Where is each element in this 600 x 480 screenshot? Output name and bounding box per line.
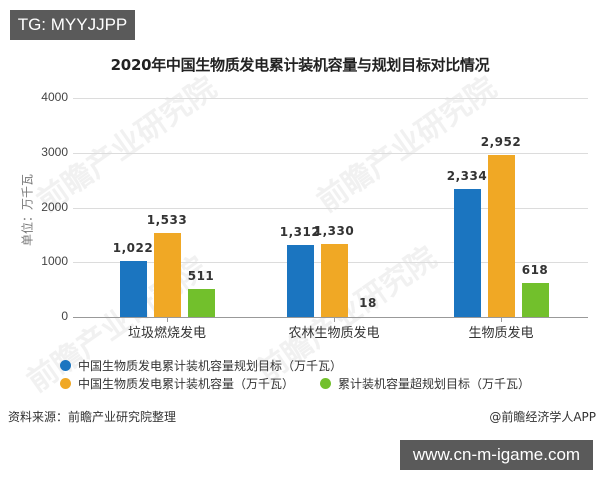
legend-dot-icon: [60, 378, 71, 389]
x-tick: [334, 317, 335, 322]
bar-excess: [187, 289, 215, 317]
x-axis-line: [73, 317, 588, 318]
y-tick-label: 1000: [41, 254, 68, 268]
y-tick-label: 0: [61, 309, 68, 323]
watermark-text: 前瞻产业研究院: [30, 70, 224, 220]
y-tick-label: 2000: [41, 200, 68, 214]
y-tick-label: 3000: [41, 145, 68, 159]
x-tick-label: 生物质发电: [468, 326, 534, 341]
data-label: 511: [187, 269, 215, 284]
gridline: [73, 208, 588, 209]
bar-target: [119, 261, 147, 317]
data-label: 1,533: [146, 213, 188, 228]
gridline: [73, 153, 588, 154]
legend-item: 中国生物质发电累计装机容量规划目标（万千瓦）: [60, 357, 342, 374]
chart-title: 2020年中国生物质发电累计装机容量与规划目标对比情况: [110, 56, 490, 74]
data-label: 2,952: [480, 135, 522, 150]
bar-actual: [153, 233, 181, 317]
data-label: 2,334: [446, 169, 488, 184]
credit-note: @前瞻经济学人APP: [489, 410, 596, 424]
data-label: 618: [521, 263, 549, 278]
legend-item: 中国生物质发电累计装机容量（万千瓦）: [60, 375, 294, 392]
top-badge: TG: MYYJJPP: [10, 10, 135, 40]
x-tick: [501, 317, 502, 322]
gridline: [73, 98, 588, 99]
bar-target: [286, 245, 314, 317]
data-label: 1,022: [112, 241, 154, 256]
bar-excess: [521, 283, 549, 317]
legend-dot-icon: [60, 360, 71, 371]
data-label: 1,312: [279, 225, 321, 240]
x-tick-label: 垃圾燃烧发电: [127, 326, 206, 341]
source-note: 资料来源：前瞻产业研究院整理: [8, 410, 177, 424]
legend-label: 累计装机容量超规划目标（万千瓦）: [338, 377, 531, 391]
bar-actual: [320, 244, 348, 317]
data-label: 1,330: [313, 224, 355, 239]
data-label: 18: [359, 296, 377, 310]
legend-dot-icon: [320, 378, 331, 389]
bar-actual: [487, 155, 515, 317]
x-tick: [167, 317, 168, 322]
bottom-badge: www.cn-m-igame.com: [400, 440, 593, 470]
legend-label: 中国生物质发电累计装机容量（万千瓦）: [78, 377, 295, 391]
legend-label: 中国生物质发电累计装机容量规划目标（万千瓦）: [78, 359, 343, 373]
bar-target: [453, 189, 481, 317]
y-tick-label: 4000: [41, 90, 68, 104]
x-tick-label: 农林生物质发电: [288, 326, 380, 341]
legend-item: 累计装机容量超规划目标（万千瓦）: [320, 375, 530, 392]
